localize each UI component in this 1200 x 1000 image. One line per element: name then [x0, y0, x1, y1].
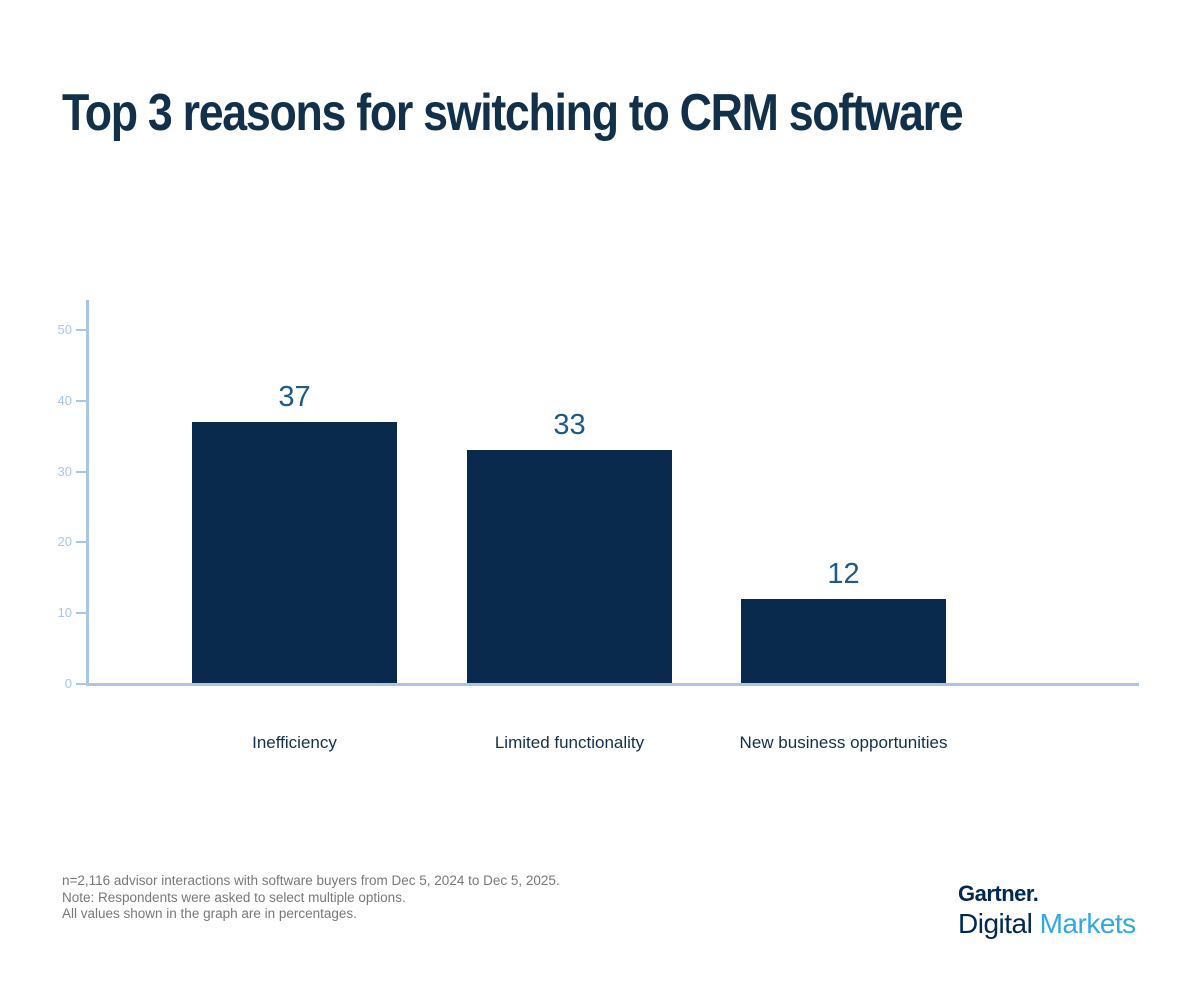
x-axis-line [86, 683, 1139, 686]
bar-value-label: 33 [553, 409, 586, 441]
bar-value-label: 12 [827, 558, 860, 590]
category-label: New business opportunities [739, 733, 948, 752]
chart-title: Top 3 reasons for switching to CRM softw… [62, 84, 964, 142]
y-tick-mark [76, 399, 86, 402]
y-tick-label: 30 [57, 463, 72, 479]
bar-value-label: 37 [278, 381, 311, 413]
logo-registered-dot: . [1032, 881, 1039, 906]
footnote-units: All values shown in the graph are in per… [62, 906, 357, 921]
logo-digital-markets-wordmark: Digital Markets [958, 908, 1136, 940]
bar [192, 422, 397, 684]
gartner-digital-markets-logo: Gartner. Digital Markets [958, 882, 1136, 940]
logo-gartner-wordmark: Gartner. [958, 882, 1136, 906]
y-tick-label: 20 [57, 534, 72, 550]
bar [467, 450, 672, 684]
y-tick-label: 40 [57, 392, 72, 408]
logo-gartner-text: Gartner [958, 881, 1033, 906]
y-axis-line [86, 300, 89, 686]
y-tick-mark [76, 612, 86, 615]
footnotes: n=2,116 advisor interactions with softwa… [62, 873, 560, 923]
bar [741, 599, 946, 684]
y-tick-label: 50 [57, 322, 72, 337]
footnote-note: Note: Respondents were asked to select m… [62, 889, 406, 905]
logo-markets-text: Markets [1039, 908, 1137, 939]
y-tick-mark [76, 541, 86, 544]
y-tick-mark [76, 329, 86, 331]
y-tick-label: 10 [57, 605, 72, 621]
footnote-sample-size: n=2,116 advisor interactions with softwa… [62, 873, 560, 888]
y-tick-mark [76, 470, 86, 473]
logo-digital-text: Digital [958, 908, 1033, 939]
category-label: Limited functionality [494, 733, 645, 752]
y-tick-label: 0 [64, 676, 72, 691]
y-tick-mark [76, 683, 86, 685]
category-label: Inefficiency [252, 733, 337, 752]
